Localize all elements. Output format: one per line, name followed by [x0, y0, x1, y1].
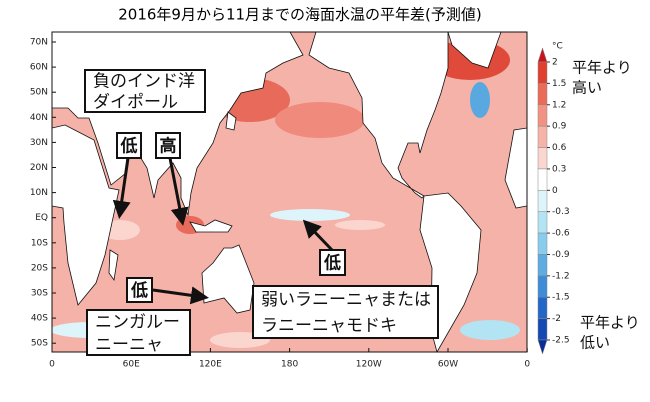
- lat-label: 30S: [31, 289, 48, 299]
- annotation-box: [126, 277, 153, 303]
- annotation-box: [116, 132, 142, 159]
- colorbar-tick-label: 2: [552, 58, 558, 68]
- lon-label: 180: [281, 360, 298, 370]
- annotation-box: [252, 285, 439, 339]
- colorbar-segment: [537, 61, 548, 84]
- lat-label: 70N: [30, 38, 48, 48]
- lat-label: 10S: [31, 238, 48, 248]
- colorbar-tick-label: 0.9: [552, 122, 567, 132]
- annotation-text: 弱いラニーニャまたは: [261, 290, 431, 310]
- annotation-text: ニンガルー: [95, 312, 180, 332]
- colorbar-cap: [537, 339, 548, 355]
- colorbar-segment: [537, 125, 548, 148]
- colorbar-tick-label: 0: [552, 186, 558, 196]
- colorbar-segment: [537, 318, 548, 341]
- colorbar-tick-label: -1.5: [552, 293, 570, 303]
- lat-label: 30N: [30, 138, 48, 148]
- lat-label: 50S: [31, 339, 48, 349]
- low-label: 平年より: [580, 314, 640, 332]
- lat-label: 10N: [30, 188, 48, 198]
- lat-label: 40S: [31, 314, 48, 324]
- annotation-text: ラニーニャモドキ: [261, 316, 397, 336]
- annotation-text: 負のインド洋: [93, 72, 195, 92]
- lat-label: 20S: [31, 263, 48, 273]
- annotation-box: [86, 309, 191, 356]
- arrow: [168, 157, 189, 226]
- annotation-box: [84, 69, 206, 113]
- annotation-text: 低: [323, 253, 341, 274]
- annotation-text: 高: [160, 136, 177, 157]
- colorbar-tick-label: -2: [552, 314, 561, 324]
- high-label: 高い: [572, 79, 602, 97]
- colorbar-segment: [537, 168, 548, 191]
- colorbar-unit: °C: [552, 42, 563, 52]
- lon-label: 0: [524, 360, 530, 370]
- annotation-text: 低: [120, 136, 138, 157]
- colorbar-segment: [537, 190, 548, 212]
- title: 2016年9月から11月までの海面水温の平年差(予測値): [118, 6, 482, 24]
- colorbar-tick-label: -2.5: [552, 336, 570, 346]
- lon-label: 120W: [356, 360, 382, 370]
- colorbar-segment: [537, 83, 548, 106]
- colorbar-tick-label: -0.9: [552, 250, 570, 260]
- lon-label: 60W: [438, 360, 458, 370]
- colorbar-tick-label: 0.3: [552, 164, 566, 174]
- annotation-text: ダイポール: [93, 93, 178, 113]
- colorbar-tick-label: 1.2: [552, 100, 566, 110]
- lon-label: 60E: [123, 360, 140, 370]
- colorbar-tick-label: -0.6: [552, 229, 570, 239]
- annotation-box: [319, 249, 346, 276]
- lat-label: 40N: [30, 113, 48, 123]
- colorbar-segment: [537, 232, 548, 255]
- colorbar-tick-label: 1.5: [552, 79, 566, 89]
- lat-label: EQ: [35, 213, 48, 223]
- lat-label: 50N: [30, 88, 48, 98]
- colorbar-segment: [537, 147, 548, 170]
- arrow: [152, 286, 209, 305]
- lon-label: 0: [49, 360, 55, 370]
- lon-label: 120E: [199, 360, 222, 370]
- lat-label: 20N: [30, 163, 48, 173]
- arrow: [302, 219, 334, 252]
- annotation-box: [155, 132, 181, 159]
- colorbar-segment: [537, 254, 548, 277]
- colorbar-segment: [537, 104, 548, 127]
- colorbar-cap: [537, 47, 548, 63]
- lat-label: 60N: [30, 63, 48, 73]
- colorbar-tick-label: -0.3: [552, 207, 570, 217]
- annotation-text: 低: [130, 280, 148, 301]
- low-label: 低い: [580, 334, 610, 352]
- high-label: 平年より: [572, 59, 632, 77]
- colorbar-segment: [537, 211, 548, 234]
- colorbar-segment: [537, 296, 548, 319]
- arrow: [112, 157, 131, 219]
- annotation-text: ニーニャ: [95, 335, 163, 355]
- colorbar-tick-label: -1.2: [552, 271, 570, 281]
- colorbar-segment: [537, 275, 548, 298]
- colorbar-tick-label: 0.6: [552, 143, 567, 153]
